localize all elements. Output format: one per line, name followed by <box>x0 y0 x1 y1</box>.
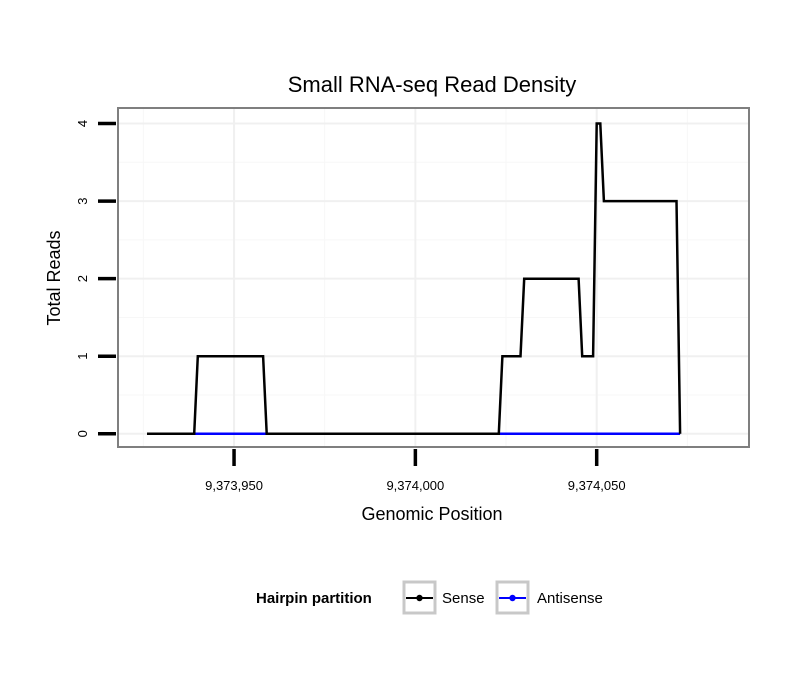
grid-lines <box>118 108 749 447</box>
plot-panel-border <box>117 107 750 448</box>
legend-label-sense: Sense <box>442 590 485 607</box>
y-tick-label: 3 <box>75 197 90 204</box>
y-tick-label: 0 <box>75 430 90 437</box>
legend-marker-antisense <box>509 594 516 602</box>
y-axis-title: Total Reads <box>44 230 64 325</box>
x-tick-label: 9,373,950 <box>205 478 263 493</box>
chart-title: Small RNA-seq Read Density <box>288 72 577 97</box>
legend: Hairpin partition Sense Antisense <box>256 580 603 615</box>
x-tick-label: 9,374,000 <box>386 478 444 493</box>
legend-item-sense: Sense <box>402 580 485 615</box>
y-tick-label: 4 <box>75 120 90 127</box>
x-axis-title: Genomic Position <box>361 504 502 524</box>
legend-marker-sense <box>416 594 423 602</box>
legend-item-antisense: Antisense <box>495 580 603 615</box>
legend-title: Hairpin partition <box>256 590 372 607</box>
y-axis-ticks: 0 1 2 3 4 <box>75 120 116 437</box>
x-axis-ticks: 9,373,950 9,374,000 9,374,050 <box>205 449 626 493</box>
series-line-sense <box>147 122 682 436</box>
y-tick-label: 1 <box>75 353 90 360</box>
series-lines <box>147 122 682 436</box>
x-tick-label: 9,374,050 <box>568 478 626 493</box>
legend-label-antisense: Antisense <box>537 590 603 607</box>
y-tick-label: 2 <box>75 275 90 282</box>
